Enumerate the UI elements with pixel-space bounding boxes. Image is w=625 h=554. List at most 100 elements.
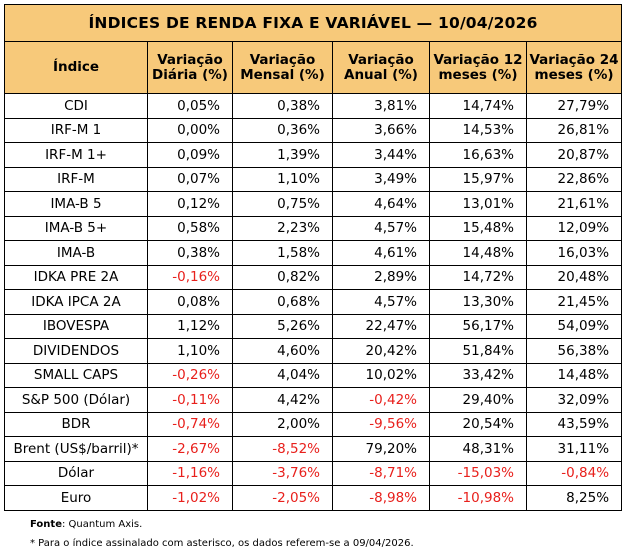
value-cell-24-meses: 8,25% bbox=[525, 485, 623, 511]
col-header-diaria: Variação Diária (%) bbox=[147, 41, 233, 94]
index-name-cell: IRF-M 1+ bbox=[4, 142, 148, 168]
value-cell-diaria: 1,10% bbox=[147, 338, 233, 364]
value-cell-diaria: -0,16% bbox=[147, 264, 233, 290]
value-cell-mensal: 4,04% bbox=[232, 362, 333, 388]
value-cell-12-meses: 15,97% bbox=[429, 166, 527, 192]
table-row: Euro -1,02% -2,05% -8,98% -10,98% 8,25% bbox=[4, 485, 623, 511]
value-cell-24-meses: 31,11% bbox=[525, 436, 623, 462]
index-name-cell: SMALL CAPS bbox=[4, 362, 148, 388]
value-cell-12-meses: 48,31% bbox=[429, 436, 527, 462]
value-cell-anual: -8,71% bbox=[332, 460, 430, 486]
value-cell-anual: 22,47% bbox=[332, 313, 430, 339]
index-name-cell: DIVIDENDOS bbox=[4, 338, 148, 364]
value-cell-12-meses: 14,53% bbox=[429, 117, 527, 143]
source-line: Fonte: Quantum Axis. bbox=[30, 515, 414, 534]
value-cell-diaria: -0,74% bbox=[147, 411, 233, 437]
value-cell-anual: -9,56% bbox=[332, 411, 430, 437]
index-name-cell: IBOVESPA bbox=[4, 313, 148, 339]
value-cell-12-meses: 14,72% bbox=[429, 264, 527, 290]
value-cell-diaria: 0,09% bbox=[147, 142, 233, 168]
index-name-cell: BDR bbox=[4, 411, 148, 437]
source-label: Fonte bbox=[30, 519, 62, 530]
table-row: SMALL CAPS -0,26% 4,04% 10,02% 33,42% 14,48% bbox=[4, 362, 623, 388]
value-cell-mensal: 0,75% bbox=[232, 191, 333, 217]
index-name-cell: IDKA IPCA 2A bbox=[4, 289, 148, 315]
index-name-cell: Euro bbox=[4, 485, 148, 511]
value-cell-diaria: 0,05% bbox=[147, 93, 233, 119]
value-cell-diaria: 0,38% bbox=[147, 240, 233, 266]
index-name-cell: CDI bbox=[4, 93, 148, 119]
value-cell-24-meses: -0,84% bbox=[525, 460, 623, 486]
value-cell-24-meses: 16,03% bbox=[525, 240, 623, 266]
indices-table: ÍNDICES DE RENDA FIXA E VARIÁVEL — 10/04… bbox=[3, 4, 623, 511]
index-name-cell: IDKA PRE 2A bbox=[4, 264, 148, 290]
value-cell-12-meses: 13,30% bbox=[429, 289, 527, 315]
value-cell-anual: 10,02% bbox=[332, 362, 430, 388]
value-cell-12-meses: 51,84% bbox=[429, 338, 527, 364]
table-row: IRF-M 0,07% 1,10% 3,49% 15,97% 22,86% bbox=[4, 166, 623, 192]
value-cell-24-meses: 56,38% bbox=[525, 338, 623, 364]
value-cell-12-meses: 20,54% bbox=[429, 411, 527, 437]
value-cell-diaria: -1,16% bbox=[147, 460, 233, 486]
table-row: BDR -0,74% 2,00% -9,56% 20,54% 43,59% bbox=[4, 411, 623, 437]
value-cell-24-meses: 14,48% bbox=[525, 362, 623, 388]
value-cell-anual: 2,89% bbox=[332, 264, 430, 290]
value-cell-mensal: 0,68% bbox=[232, 289, 333, 315]
table-row: S&P 500 (Dólar) -0,11% 4,42% -0,42% 29,40% 32… bbox=[4, 387, 623, 413]
value-cell-12-meses: 14,74% bbox=[429, 93, 527, 119]
table-row: Dólar -1,16% -3,76% -8,71% -15,03% -0,84% bbox=[4, 460, 623, 486]
value-cell-12-meses: -15,03% bbox=[429, 460, 527, 486]
table-title: ÍNDICES DE RENDA FIXA E VARIÁVEL — 10/04… bbox=[3, 4, 623, 42]
col-header-12-meses: Variação 12 meses (%) bbox=[429, 41, 527, 94]
value-cell-mensal: 0,38% bbox=[232, 93, 333, 119]
value-cell-12-meses: 15,48% bbox=[429, 215, 527, 241]
value-cell-anual: 3,81% bbox=[332, 93, 430, 119]
table-row: IDKA PRE 2A -0,16% 0,82% 2,89% 14,72% 20,48% bbox=[4, 264, 623, 290]
index-name-cell: Brent (US$/barril)* bbox=[4, 436, 148, 462]
index-name-cell: IMA-B 5 bbox=[4, 191, 148, 217]
value-cell-mensal: -3,76% bbox=[232, 460, 333, 486]
col-header-anual: Variação Anual (%) bbox=[332, 41, 430, 94]
value-cell-mensal: 1,58% bbox=[232, 240, 333, 266]
col-header-indice: Índice bbox=[4, 41, 148, 94]
value-cell-diaria: -0,11% bbox=[147, 387, 233, 413]
value-cell-mensal: 1,39% bbox=[232, 142, 333, 168]
table-row: IMA-B 5 0,12% 0,75% 4,64% 13,01% 21,61% bbox=[4, 191, 623, 217]
header-row: Índice Variação Diária (%) Variação Mens… bbox=[4, 41, 623, 94]
value-cell-mensal: 0,82% bbox=[232, 264, 333, 290]
value-cell-24-meses: 20,87% bbox=[525, 142, 623, 168]
value-cell-24-meses: 12,09% bbox=[525, 215, 623, 241]
value-cell-anual: 3,44% bbox=[332, 142, 430, 168]
table-row: IDKA IPCA 2A 0,08% 0,68% 4,57% 13,30% 21,45% bbox=[4, 289, 623, 315]
table-row: IBOVESPA 1,12% 5,26% 22,47% 56,17% 54,09% bbox=[4, 313, 623, 339]
table-row: IMA-B 0,38% 1,58% 4,61% 14,48% 16,03% bbox=[4, 240, 623, 266]
asterisk-note: * Para o índice assinalado com asterisco… bbox=[30, 538, 414, 549]
index-name-cell: IMA-B bbox=[4, 240, 148, 266]
value-cell-anual: 4,64% bbox=[332, 191, 430, 217]
footer-notes: Fonte: Quantum Axis. * Para o índice ass… bbox=[30, 515, 414, 553]
value-cell-24-meses: 43,59% bbox=[525, 411, 623, 437]
value-cell-12-meses: 29,40% bbox=[429, 387, 527, 413]
index-name-cell: IMA-B 5+ bbox=[4, 215, 148, 241]
value-cell-12-meses: 56,17% bbox=[429, 313, 527, 339]
col-header-24-meses: Variação 24 meses (%) bbox=[525, 41, 623, 94]
value-cell-12-meses: 16,63% bbox=[429, 142, 527, 168]
value-cell-anual: 20,42% bbox=[332, 338, 430, 364]
value-cell-12-meses: 14,48% bbox=[429, 240, 527, 266]
value-cell-diaria: 0,58% bbox=[147, 215, 233, 241]
value-cell-diaria: -1,02% bbox=[147, 485, 233, 511]
value-cell-mensal: 2,23% bbox=[232, 215, 333, 241]
value-cell-24-meses: 22,86% bbox=[525, 166, 623, 192]
value-cell-24-meses: 54,09% bbox=[525, 313, 623, 339]
col-header-mensal: Variação Mensal (%) bbox=[232, 41, 333, 94]
value-cell-24-meses: 21,61% bbox=[525, 191, 623, 217]
value-cell-anual: 79,20% bbox=[332, 436, 430, 462]
value-cell-24-meses: 32,09% bbox=[525, 387, 623, 413]
index-name-cell: Dólar bbox=[4, 460, 148, 486]
value-cell-12-meses: 33,42% bbox=[429, 362, 527, 388]
value-cell-mensal: 1,10% bbox=[232, 166, 333, 192]
source-text: : Quantum Axis. bbox=[61, 519, 143, 530]
table-row: IRF-M 1 0,00% 0,36% 3,66% 14,53% 26,81% bbox=[4, 117, 623, 143]
value-cell-24-meses: 21,45% bbox=[525, 289, 623, 315]
value-cell-diaria: 0,00% bbox=[147, 117, 233, 143]
